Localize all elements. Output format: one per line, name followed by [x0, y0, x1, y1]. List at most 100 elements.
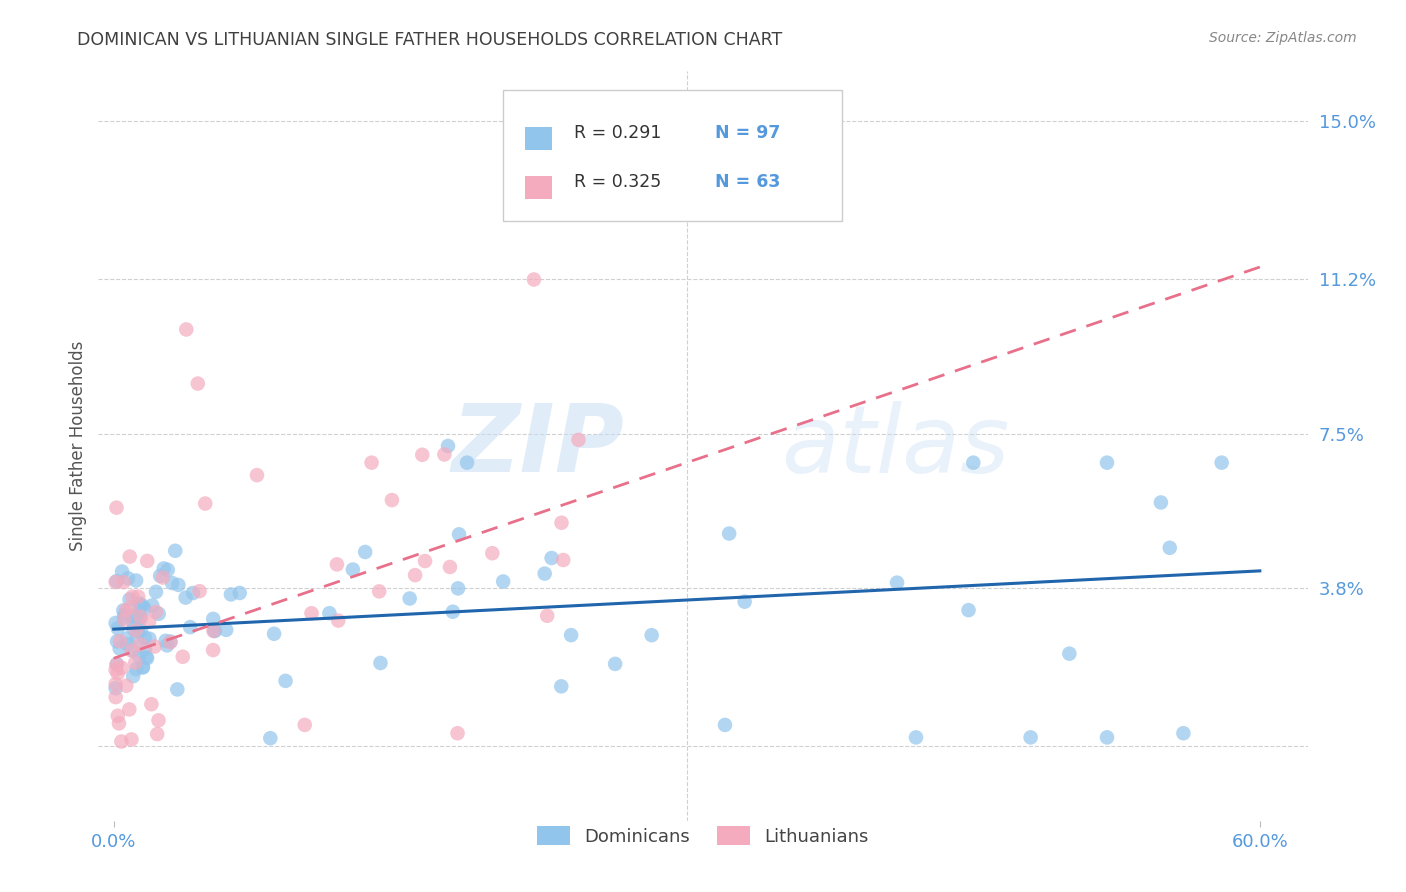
- Point: [274, 673, 297, 688]
- Y-axis label: Single Father Households: Single Father Households: [69, 341, 87, 551]
- Point: [368, 584, 391, 599]
- Point: [104, 663, 127, 677]
- Point: [105, 657, 128, 672]
- Point: [1173, 726, 1195, 740]
- Point: [202, 624, 225, 638]
- Point: [110, 734, 132, 748]
- Point: [533, 566, 555, 581]
- Point: [121, 590, 143, 604]
- Point: [155, 633, 177, 648]
- Point: [129, 609, 152, 624]
- Point: [125, 611, 148, 625]
- Point: [131, 598, 153, 612]
- Point: [204, 624, 226, 638]
- Point: [152, 570, 174, 584]
- Point: [138, 632, 160, 646]
- Point: [136, 651, 159, 665]
- Point: [112, 610, 135, 624]
- Point: [718, 526, 741, 541]
- Point: [413, 554, 436, 568]
- Point: [125, 574, 148, 588]
- Point: [342, 562, 364, 576]
- Point: [112, 613, 135, 627]
- Point: [204, 624, 226, 639]
- Point: [159, 635, 181, 649]
- Point: [108, 716, 131, 731]
- Point: [550, 679, 572, 693]
- Point: [957, 603, 980, 617]
- Point: [318, 606, 340, 620]
- Legend: Dominicans, Lithuanians: Dominicans, Lithuanians: [530, 819, 876, 853]
- Point: [145, 585, 167, 599]
- Point: [125, 631, 148, 645]
- Point: [567, 433, 589, 447]
- Point: [115, 679, 138, 693]
- Point: [202, 643, 225, 657]
- Point: [228, 586, 250, 600]
- Point: [108, 641, 131, 656]
- Point: [263, 627, 285, 641]
- Point: [202, 612, 225, 626]
- Point: [132, 660, 155, 674]
- Point: [536, 608, 558, 623]
- Text: Source: ZipAtlas.com: Source: ZipAtlas.com: [1209, 31, 1357, 45]
- Point: [437, 439, 460, 453]
- Point: [188, 584, 211, 599]
- Point: [118, 592, 141, 607]
- Point: [120, 600, 142, 615]
- Point: [104, 615, 127, 630]
- Point: [128, 605, 150, 619]
- Point: [124, 656, 146, 670]
- Point: [411, 448, 433, 462]
- Point: [107, 666, 129, 681]
- Point: [734, 595, 756, 609]
- Point: [215, 623, 238, 637]
- Point: [117, 571, 139, 585]
- Point: [127, 624, 149, 639]
- Point: [160, 576, 183, 591]
- Point: [105, 634, 128, 648]
- Point: [129, 611, 152, 625]
- Point: [148, 607, 170, 621]
- Text: atlas: atlas: [782, 401, 1010, 491]
- Point: [194, 497, 217, 511]
- Point: [128, 649, 150, 664]
- Point: [112, 603, 135, 617]
- Point: [174, 591, 197, 605]
- Point: [560, 628, 582, 642]
- Point: [550, 516, 572, 530]
- Point: [125, 662, 148, 676]
- Point: [492, 574, 515, 589]
- Point: [187, 376, 209, 391]
- Text: R = 0.325: R = 0.325: [574, 172, 661, 191]
- Point: [108, 634, 131, 648]
- Point: [136, 554, 159, 568]
- FancyBboxPatch shape: [526, 127, 553, 150]
- Point: [446, 726, 468, 740]
- Point: [121, 643, 143, 657]
- Point: [125, 624, 148, 638]
- Point: [115, 632, 138, 646]
- Point: [114, 607, 136, 622]
- Point: [111, 565, 134, 579]
- Point: [111, 661, 134, 675]
- Point: [172, 649, 194, 664]
- Point: [370, 656, 392, 670]
- Point: [107, 621, 129, 635]
- Point: [166, 682, 188, 697]
- FancyBboxPatch shape: [503, 90, 842, 221]
- Text: N = 97: N = 97: [716, 124, 780, 142]
- Point: [134, 631, 156, 645]
- Point: [128, 596, 150, 610]
- Point: [104, 575, 127, 590]
- Text: ZIP: ZIP: [451, 400, 624, 492]
- Point: [121, 643, 143, 657]
- Point: [152, 561, 174, 575]
- Point: [129, 637, 152, 651]
- Point: [1059, 647, 1081, 661]
- Point: [167, 578, 190, 592]
- Point: [174, 322, 197, 336]
- Point: [122, 669, 145, 683]
- FancyBboxPatch shape: [526, 176, 553, 199]
- Text: R = 0.291: R = 0.291: [574, 124, 661, 142]
